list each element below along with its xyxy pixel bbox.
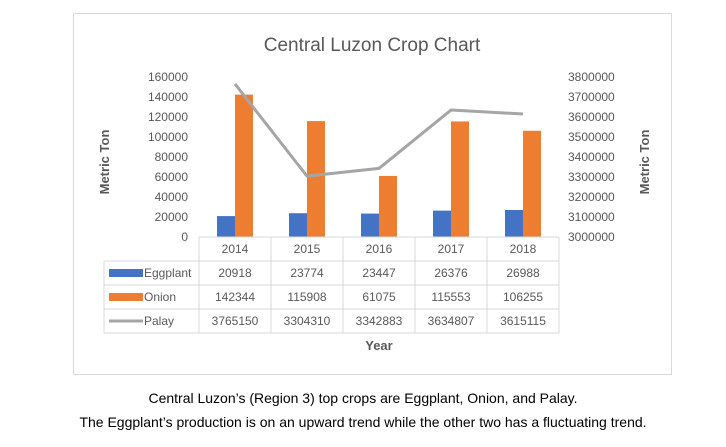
bar-onion [451,121,469,237]
bar-eggplant [361,213,379,237]
left-tick-label: 100000 [148,130,188,144]
table-cell-value: 3615115 [500,314,546,328]
right-tick-label: 3100000 [568,210,615,224]
left-tick-label: 120000 [148,110,188,124]
bar-eggplant [505,210,523,237]
left-tick-label: 80000 [155,150,189,164]
right-tick-label: 3200000 [568,190,615,204]
table-cell-value: 3634807 [428,314,475,328]
legend-label-palay: Palay [144,314,174,328]
x-axis-label: Year [365,338,392,353]
table-category-label: 2015 [294,242,321,256]
table-category-label: 2018 [510,242,537,256]
caption-line-1: Central Luzon’s (Region 3) top crops are… [148,390,578,406]
line-palay [233,83,524,178]
left-tick-label: 60000 [155,170,189,184]
right-tick-label: 3000000 [568,230,615,244]
y-axis-label-right: Metric Ton [637,130,652,195]
right-tick-label: 3400000 [568,150,615,164]
chart-area: Central Luzon Crop Chart Metric Ton Metr… [73,13,672,375]
table-cell-value: 26988 [506,266,540,280]
bar-onion [307,121,325,237]
bar-onion [235,94,253,237]
bar-eggplant [217,216,235,237]
table-cell-value: 3765150 [212,314,259,328]
table-cell-value: 115553 [431,290,470,304]
right-tick-label: 3600000 [568,110,615,124]
left-tick-label: 40000 [155,190,189,204]
bar-onion [379,175,397,237]
bar-eggplant [289,213,307,237]
table-cell-value: 26376 [434,266,468,280]
table-category-label: 2016 [366,242,393,256]
table-cell-value: 23774 [290,266,324,280]
table-cell-value: 115908 [287,290,326,304]
left-tick-label: 0 [181,230,188,244]
table-cell-value: 3342883 [356,314,403,328]
bar-eggplant [433,210,451,237]
legend-label-onion: Onion [144,290,176,304]
table-cell-value: 142344 [215,290,255,304]
right-tick-label: 3500000 [568,130,615,144]
table-category-label: 2017 [438,242,465,256]
legend-key-onion [109,293,143,301]
table-category-label: 2014 [222,242,249,256]
right-tick-label: 3300000 [568,170,615,184]
caption-line-2: The Eggplant’s production is on an upwar… [79,414,647,430]
combo-chart: Central Luzon Crop Chart Metric Ton Metr… [97,35,652,353]
table-cell-value: 3304310 [284,314,331,328]
table-cell-value: 61075 [362,290,396,304]
right-tick-label: 3700000 [568,90,615,104]
chart-title: Central Luzon Crop Chart [264,35,481,56]
left-tick-label: 140000 [148,90,188,104]
left-tick-label: 160000 [148,70,188,84]
table-cell-value: 106255 [503,290,543,304]
table-cell-value: 20918 [218,266,252,280]
left-tick-label: 20000 [155,210,189,224]
bar-onion [523,130,541,237]
legend-key-eggplant [109,269,143,277]
right-tick-label: 3800000 [568,70,615,84]
table-cell-value: 23447 [362,266,396,280]
legend-label-eggplant: Eggplant [144,266,192,280]
y-axis-label-left: Metric Ton [97,130,112,195]
